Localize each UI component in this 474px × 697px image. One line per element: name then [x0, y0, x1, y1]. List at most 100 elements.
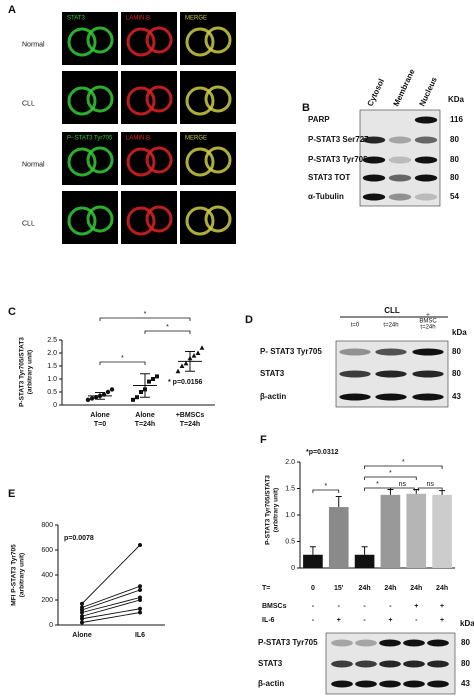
row-label: Normal [22, 41, 45, 48]
band [412, 348, 444, 356]
band [339, 370, 371, 378]
lane-label: t=24h [420, 325, 435, 331]
band [339, 393, 371, 401]
annotation: p=0.0078 [64, 535, 94, 542]
micrograph [121, 12, 177, 65]
band [355, 639, 377, 647]
y-tick-label: 2.5 [47, 337, 57, 344]
band [331, 660, 353, 668]
micrograph [62, 132, 118, 185]
lane-label: Nucleus [418, 75, 440, 108]
band [403, 660, 425, 668]
data-point [138, 595, 142, 600]
band [375, 348, 407, 356]
band [414, 174, 438, 182]
condition-cell: - [415, 617, 418, 624]
channel-label: LAMIN B [126, 16, 150, 22]
data-point [138, 606, 142, 611]
significance-label: * [144, 311, 147, 318]
band [403, 639, 425, 647]
kda: 43 [461, 679, 470, 688]
error-bar [361, 546, 368, 555]
cell [126, 27, 156, 57]
data-point [135, 395, 139, 400]
condition-cell: - [338, 603, 341, 610]
data-line [81, 585, 141, 608]
lane-label: t=0 [351, 323, 360, 329]
data-point [138, 543, 142, 547]
micrograph [121, 191, 177, 244]
cell [185, 206, 215, 236]
significance-label: * [389, 470, 392, 477]
band [403, 680, 425, 688]
data-point [183, 360, 189, 366]
micrograph [121, 132, 177, 185]
cell [145, 26, 173, 54]
bar [303, 554, 323, 568]
row-label: CLL [22, 100, 35, 107]
cell [126, 147, 156, 177]
y-tick-label: 200 [41, 597, 53, 604]
lane-label: Cytosol [366, 77, 387, 107]
cell [86, 205, 114, 233]
data-point [155, 374, 159, 379]
band [331, 680, 353, 688]
x-tick-label: T=24h [135, 421, 155, 428]
significance-bracket [312, 489, 340, 493]
data-point [199, 345, 205, 350]
y-axis-label: (arbitrary unit) [273, 488, 280, 532]
band [379, 660, 401, 668]
data-point [80, 620, 84, 625]
significance-label: * [166, 324, 169, 331]
micrograph [62, 71, 118, 124]
kda: 80 [450, 173, 459, 182]
lane-label: BMSC [419, 319, 437, 325]
data-point [80, 601, 84, 606]
channel-label: P- STAT3 Tyr705 [67, 136, 113, 142]
kda: 80 [461, 659, 470, 668]
band [412, 370, 444, 378]
significance-bracket [364, 476, 417, 480]
cell [67, 206, 97, 236]
y-axis-label: (arbitrary unit) [27, 350, 34, 394]
cell [204, 146, 232, 174]
cell [145, 146, 173, 174]
condition-cell: + [440, 617, 444, 624]
condition-cell: 24h [436, 585, 448, 592]
y-tick-label: 400 [41, 572, 53, 579]
cell [185, 86, 215, 116]
data-line [81, 612, 141, 623]
condition-cell: 24h [359, 585, 371, 592]
error-bar [309, 546, 316, 555]
band [388, 136, 412, 144]
significance-bracket [364, 487, 391, 491]
data-point [138, 588, 142, 592]
data-line [81, 608, 141, 620]
band [427, 660, 449, 668]
band [362, 156, 386, 164]
data-point [138, 584, 142, 589]
band [414, 116, 438, 124]
x-tick-label: T=24h [180, 421, 200, 428]
band [362, 193, 386, 201]
condition-cell: + [414, 603, 418, 610]
condition-cell: + [337, 617, 341, 624]
blot-row-label: β-actin [258, 679, 284, 688]
lane-label: t=24h [383, 323, 398, 329]
data-line [81, 597, 141, 613]
y-tick-label: 0 [53, 402, 57, 409]
significance-label: ns [426, 481, 434, 488]
kda: 80 [450, 135, 459, 144]
cell [204, 26, 232, 54]
panel-label: D [245, 314, 253, 326]
y-axis-label: (arbitrary unit) [19, 553, 26, 597]
blot-row-label: PARP [308, 115, 330, 124]
x-tick-label: Alone [90, 412, 110, 419]
error-bar [439, 490, 446, 495]
band [355, 660, 377, 668]
x-tick-label: IL6 [135, 632, 145, 639]
cell [185, 27, 215, 57]
blot-row-label: β-actin [260, 392, 286, 401]
data-line [81, 599, 141, 617]
